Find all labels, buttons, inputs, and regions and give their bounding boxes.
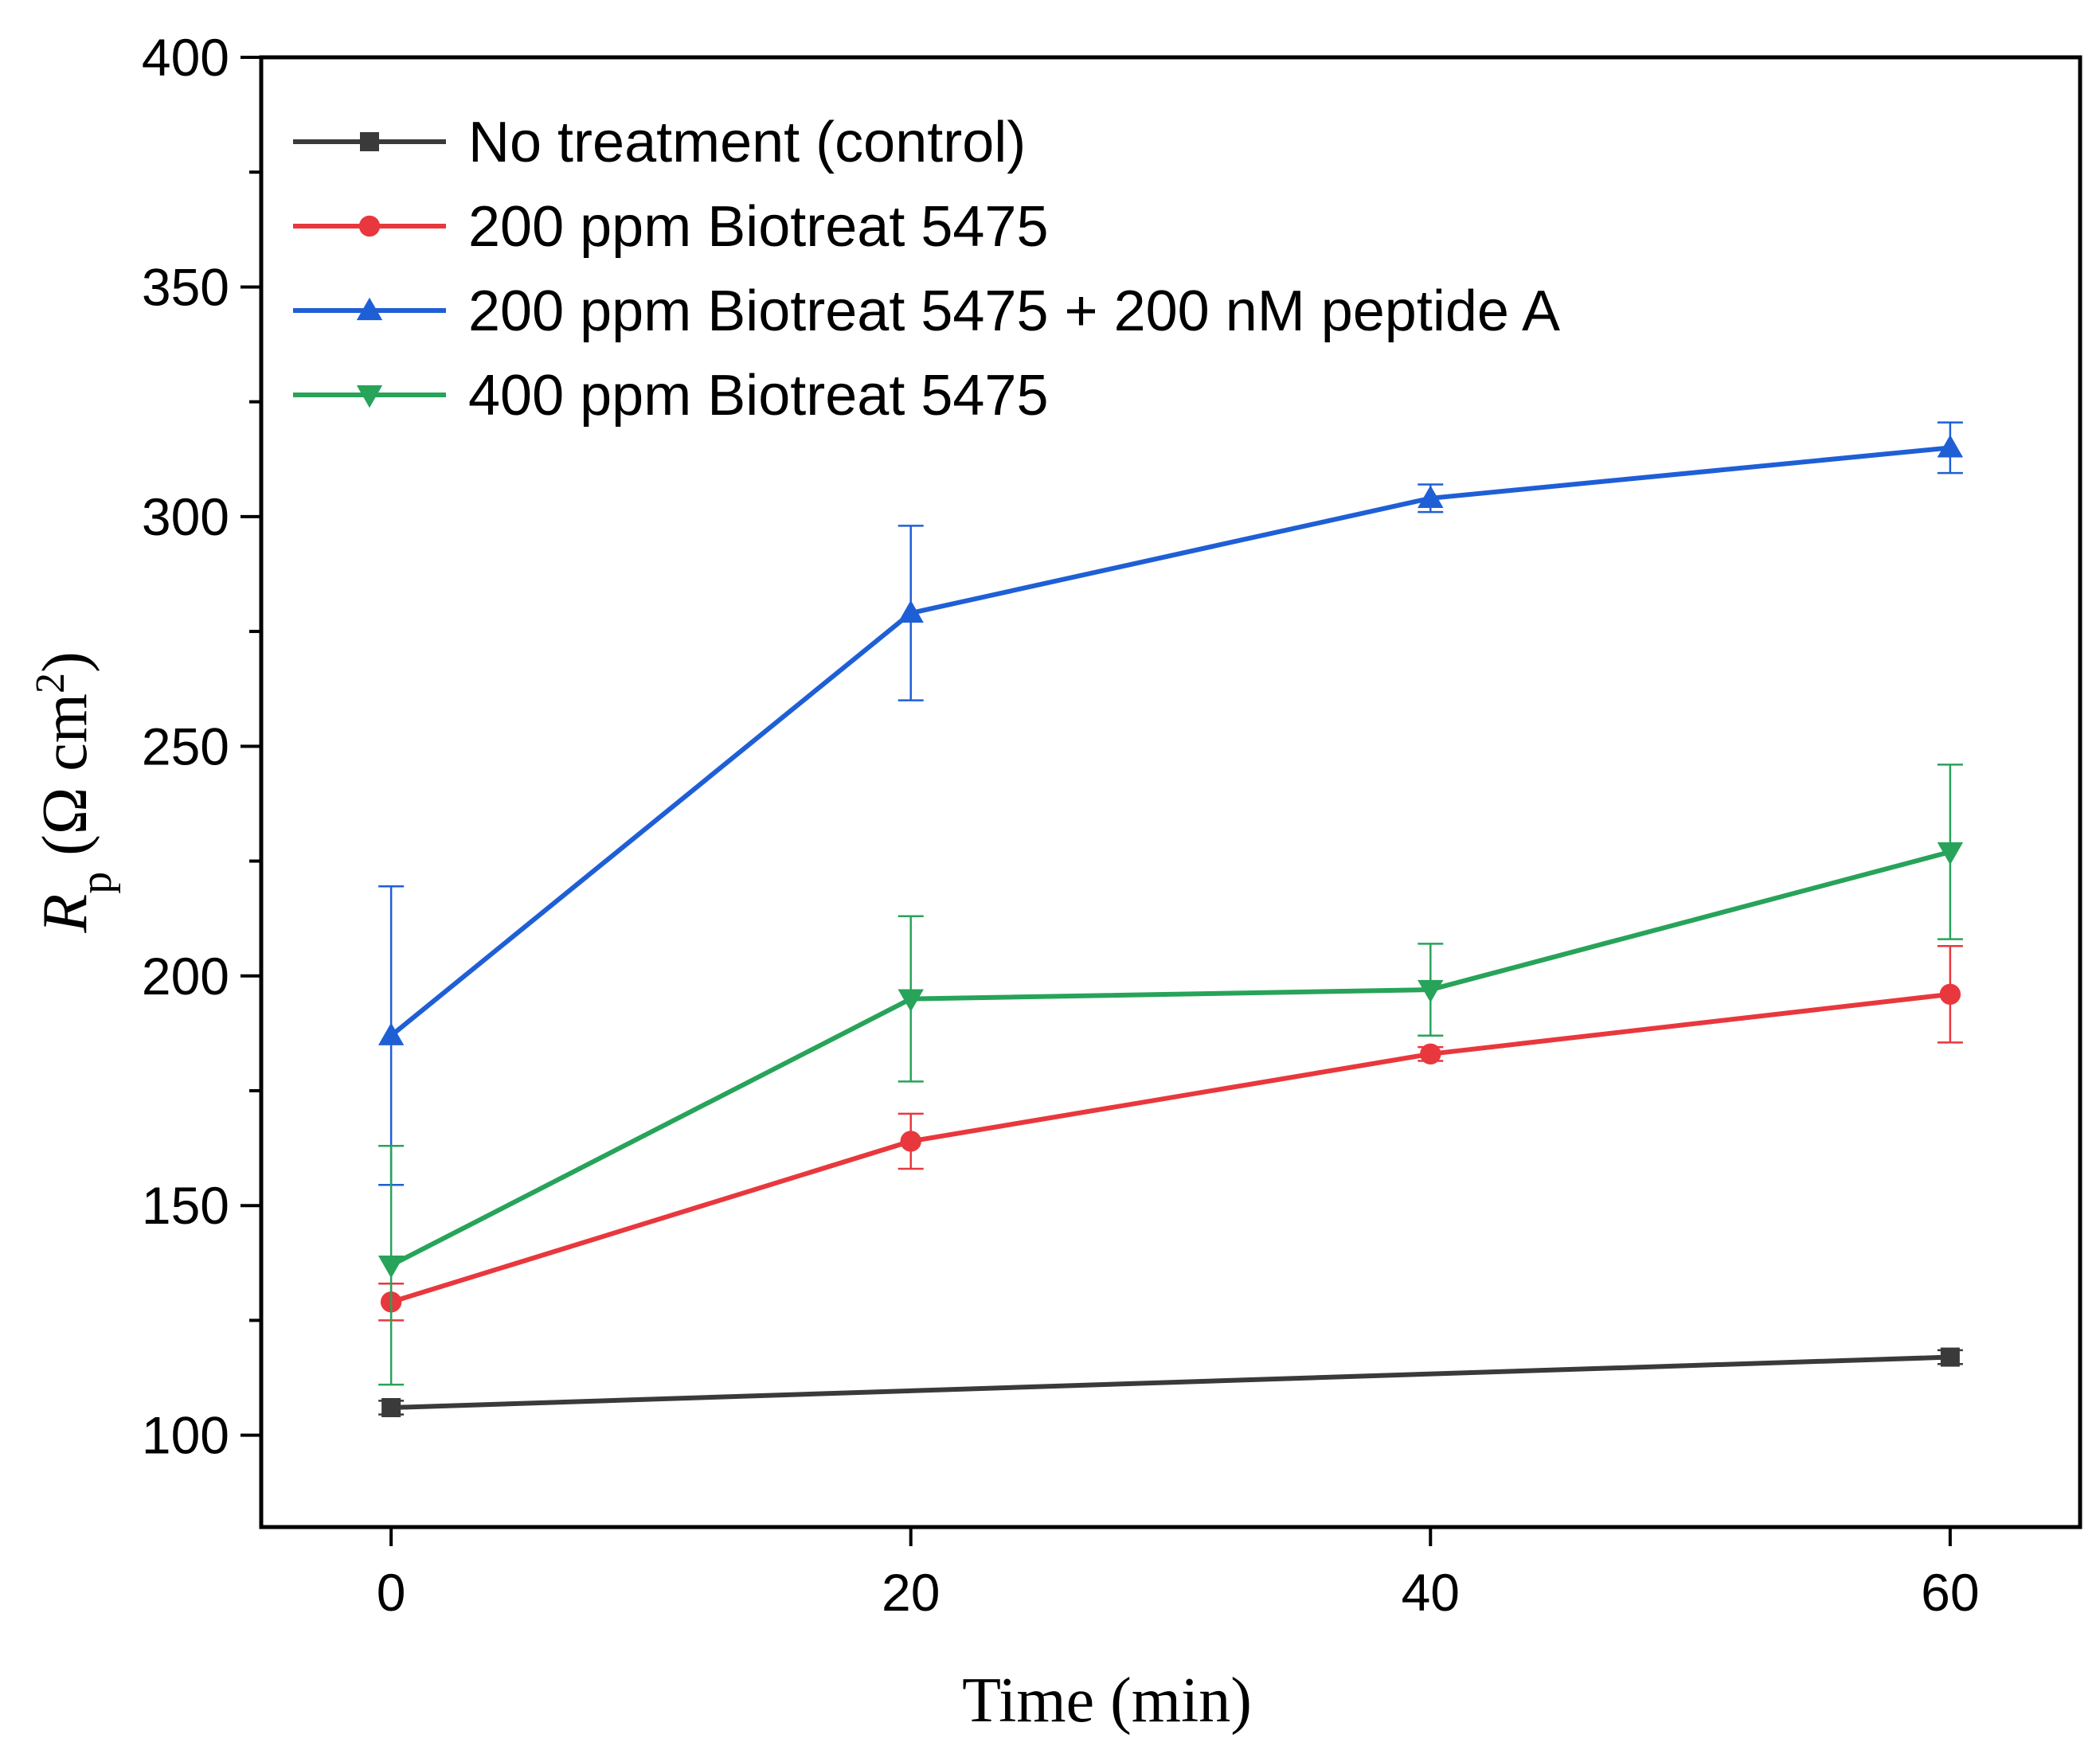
triangle-up-marker	[1937, 435, 1964, 458]
series-0	[378, 1347, 1963, 1418]
y-axis-subscript: p	[72, 872, 121, 894]
circle-marker	[900, 1131, 921, 1152]
y-tick-label: 350	[142, 257, 229, 316]
square-marker	[360, 132, 379, 151]
triangle-down-marker	[1937, 842, 1964, 865]
triangle-down-marker	[1418, 979, 1444, 1003]
y-tick-label: 250	[142, 717, 229, 775]
circle-marker	[1939, 983, 1961, 1006]
circle-marker	[358, 215, 381, 237]
triangle-up-marker	[897, 600, 924, 623]
plot-frame	[259, 55, 2082, 1529]
series-layer	[377, 421, 1964, 1418]
y-tick-label: 300	[142, 487, 229, 546]
triangle-down-marker	[897, 989, 924, 1012]
legend-label: 200 ppm Biotreat 5475	[468, 195, 1049, 259]
x-tick-label: 40	[1402, 1563, 1460, 1622]
legend-label: No treatment (control)	[468, 111, 1026, 174]
legend-item: 200 ppm Biotreat 5475	[293, 195, 1049, 259]
y-tick-label: 150	[142, 1176, 229, 1235]
series-1	[378, 945, 1963, 1322]
x-axis-title: Time (min)	[962, 1666, 1252, 1736]
series-line	[390, 991, 1951, 1305]
series-line	[389, 445, 1951, 1038]
x-tick-label: 20	[882, 1563, 940, 1622]
y-tick-label: 400	[142, 28, 229, 87]
legend: No treatment (control) 200 ppm Biotreat 5…	[293, 111, 1560, 428]
legend-label: 400 ppm Biotreat 5475	[468, 364, 1049, 428]
x-tick-label: 0	[377, 1563, 406, 1622]
triangle-up-marker	[1418, 485, 1444, 508]
y-tick-label: 200	[142, 947, 229, 1006]
legend-item: 200 ppm Biotreat 5475 + 200 nM peptide A	[293, 279, 1560, 343]
square-marker	[381, 1398, 401, 1418]
square-marker	[1940, 1347, 1960, 1367]
series-line	[391, 1354, 1950, 1411]
y-axis-unit: (Ω cm	[30, 693, 100, 872]
series-2	[377, 421, 1964, 1186]
legend-label: 200 ppm Biotreat 5475 + 200 nM peptide A	[468, 279, 1560, 343]
y-axis-unit-close: )	[30, 651, 100, 673]
triangle-up-marker	[356, 297, 383, 321]
legend-item: No treatment (control)	[293, 111, 1026, 174]
circle-marker	[1420, 1043, 1441, 1065]
y-tick-label: 100	[142, 1406, 229, 1465]
triangle-up-marker	[377, 1022, 405, 1045]
axis-layer: 0 20 40 60 100 150 200 250 300 350 400	[142, 28, 1980, 1622]
triangle-down-marker	[356, 385, 383, 408]
axis-titles: Time (min) Rp (Ω cm2)	[28, 651, 1252, 1736]
y-axis-unit-superscript: 2	[28, 673, 73, 693]
legend-item: 400 ppm Biotreat 5475	[293, 364, 1049, 428]
y-axis-symbol: R	[30, 894, 100, 934]
x-tick-label: 60	[1921, 1563, 1979, 1622]
y-axis-title: Rp (Ω cm2)	[28, 651, 122, 933]
triangle-down-marker	[377, 1256, 405, 1279]
series-line	[389, 850, 1951, 1268]
series-3	[377, 764, 1964, 1386]
